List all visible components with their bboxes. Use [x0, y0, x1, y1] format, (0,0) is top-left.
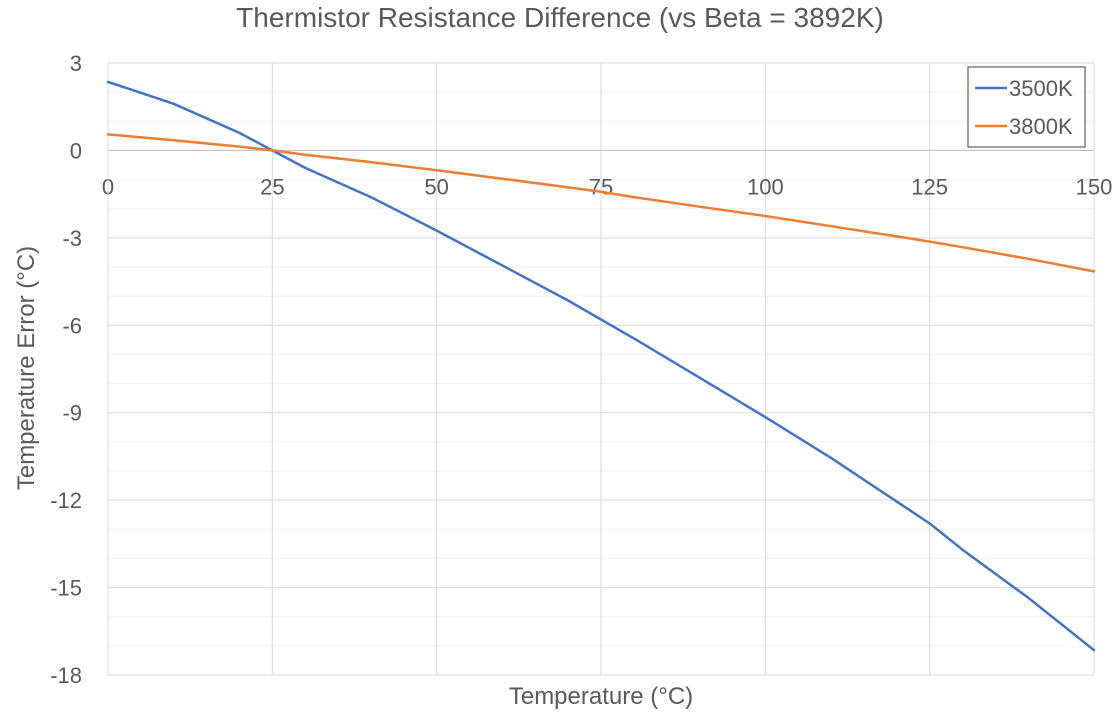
y-tick-label: -9: [62, 401, 82, 426]
y-tick-label: 0: [70, 138, 82, 163]
chart-title: Thermistor Resistance Difference (vs Bet…: [236, 2, 884, 33]
y-tick-label: -18: [50, 663, 82, 688]
legend-label: 3500K: [1009, 76, 1073, 101]
x-tick-label: 25: [260, 174, 284, 199]
series-layer: [106, 80, 1096, 652]
grid: [107, 62, 1095, 676]
x-tick-label: 75: [589, 174, 613, 199]
y-tick-label: -3: [62, 226, 82, 251]
legend-label: 3800K: [1009, 114, 1073, 139]
x-tick-label: 50: [424, 174, 448, 199]
y-tick-label: -15: [50, 576, 82, 601]
x-tick-label: 150: [1076, 174, 1113, 199]
series-line-3800K: [106, 133, 1096, 273]
y-tick-label: -12: [50, 488, 82, 513]
x-tick-label: 100: [747, 174, 784, 199]
legend: 3500K 3800K: [967, 66, 1086, 148]
y-tick-label: 3: [70, 51, 82, 76]
y-tick-label: -6: [62, 313, 82, 338]
axes: 30-3-6-9-12-15-180 25 50 75 100 125 150: [50, 51, 1112, 688]
y-axis-title: Temperature Error (°C): [13, 246, 40, 490]
x-tick-label: 125: [911, 174, 948, 199]
x-axis-title: Temperature (°C): [509, 683, 693, 710]
legend-box: [967, 66, 1086, 148]
